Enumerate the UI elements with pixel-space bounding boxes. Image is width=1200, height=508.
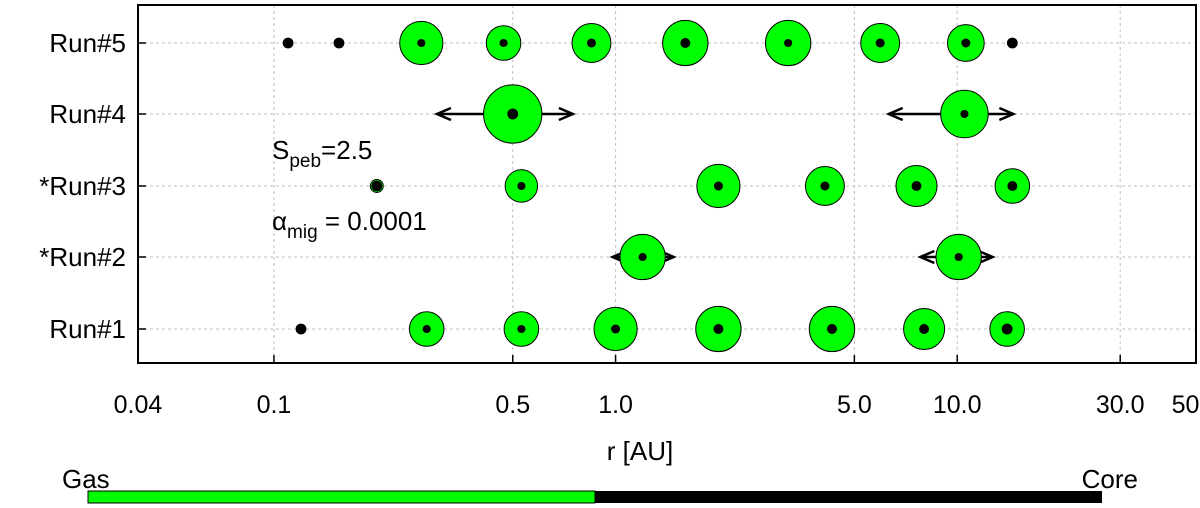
x-tick-label: 1.0	[598, 391, 633, 419]
migration-arrowhead	[917, 249, 935, 265]
row-label: *Run#2	[39, 242, 126, 272]
row-label: Run#1	[49, 314, 126, 344]
x-axis-title: r [AU]	[607, 436, 673, 466]
annotation-speb: Speb=2.5	[272, 135, 372, 172]
planet-core	[820, 181, 830, 191]
annotation-speb-sub: peb	[289, 151, 321, 172]
migration-arrowhead	[978, 249, 996, 265]
planet-core	[1006, 37, 1018, 49]
planet-core	[422, 324, 431, 334]
row-label: Run#4	[49, 99, 126, 129]
x-tick-label: 5.0	[837, 391, 872, 419]
planet-core	[784, 38, 793, 48]
x-tick-label: 50.0	[1172, 391, 1200, 419]
plot-frame	[137, 4, 1197, 364]
axis-labels: 0.04 0.1 0.5 1.0 5.0 10.0 30.0 50.0 Run#5 Run#4 *R…	[39, 28, 1200, 419]
planet-core	[611, 324, 621, 334]
planet-core	[371, 180, 383, 192]
axis-ticks	[137, 42, 1197, 363]
annotation-speb-base: S	[272, 135, 289, 165]
x-tick-label: 0.1	[257, 391, 292, 419]
planet-core	[961, 38, 971, 48]
migration-arrowhead	[998, 106, 1017, 122]
annotation-alpha-base: α	[272, 206, 287, 236]
annotation-alpha: αmig = 0.0001	[272, 206, 427, 243]
planet-core	[333, 37, 345, 49]
row-label: Run#5	[49, 28, 126, 58]
migration-arrowhead	[433, 106, 452, 122]
planet-core	[517, 324, 526, 334]
annotation-alpha-rest: = 0.0001	[318, 206, 427, 236]
composition-bar-right-label: Core	[1082, 464, 1138, 494]
migration-arrowhead	[885, 106, 904, 122]
annotation-alpha-sub: mig	[287, 222, 318, 243]
grid-lines	[138, 5, 1196, 363]
planet-core	[507, 108, 519, 120]
x-tick-label: 0.5	[495, 391, 530, 419]
planet-core	[875, 38, 885, 48]
planet-core	[499, 38, 508, 48]
x-tick-label: 10.0	[933, 391, 982, 419]
planet-core	[282, 37, 294, 49]
planet-core	[1001, 323, 1013, 335]
planet-core	[295, 323, 307, 335]
planet-core	[638, 252, 647, 262]
annotation-speb-rest: =2.5	[321, 135, 372, 165]
composition-bar-gas	[87, 490, 596, 504]
planet-core	[713, 181, 723, 191]
planet-core	[954, 252, 963, 262]
planet-core	[1007, 181, 1018, 191]
x-tick-label: 0.04	[114, 391, 163, 419]
planet-core	[919, 324, 930, 334]
planet-core	[417, 38, 426, 48]
x-tick-label: 30.0	[1096, 391, 1145, 419]
composition-bar-left-label: Gas	[62, 464, 110, 494]
planet-core	[586, 38, 596, 48]
planet-core	[713, 324, 724, 334]
planet-core	[517, 181, 526, 191]
planet-markers	[282, 19, 1031, 353]
row-label: *Run#3	[39, 171, 126, 201]
planet-core	[680, 38, 691, 48]
planet-core	[911, 181, 922, 191]
composition-bar-core	[595, 491, 1102, 503]
planet-core	[960, 109, 969, 119]
migration-arrowhead	[558, 106, 577, 122]
planet-core	[827, 324, 837, 334]
